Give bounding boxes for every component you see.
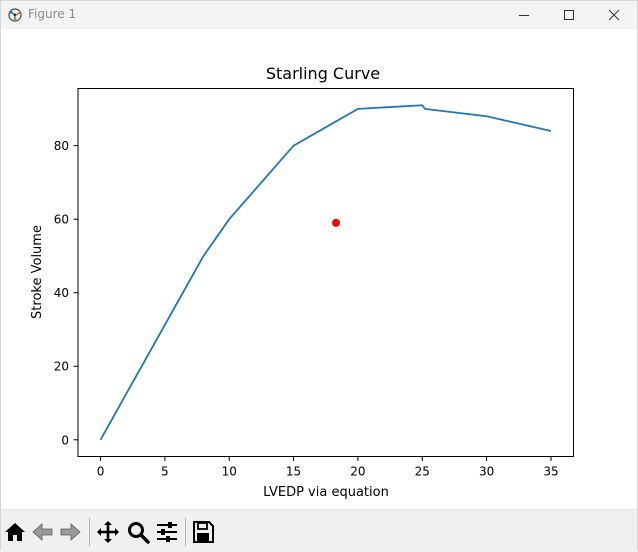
configure-subplots-icon	[157, 522, 177, 542]
home-icon	[5, 523, 25, 541]
close-button[interactable]	[591, 1, 637, 29]
y-axis: 0 20 40 60 80	[54, 139, 78, 447]
x-tick-label: 0	[97, 465, 105, 479]
minimize-button[interactable]	[501, 1, 547, 29]
forward-icon	[60, 523, 81, 541]
toolbar-separator	[185, 518, 186, 546]
x-tick-label: 10	[222, 465, 237, 479]
title-bar: Figure 1	[1, 1, 637, 29]
x-tick-label: 5	[161, 465, 169, 479]
home-button[interactable]	[2, 519, 28, 545]
series-layer	[99, 104, 552, 441]
minimize-icon	[519, 15, 529, 16]
x-tick-label: 30	[479, 465, 494, 479]
figure-canvas[interactable]: Starling Curve 0 5 10 15 20 25 30 35 0 20 40 60 80 …	[1, 29, 637, 509]
maximize-button[interactable]	[546, 1, 592, 29]
navigation-toolbar	[1, 509, 637, 552]
pan-button[interactable]	[95, 519, 121, 545]
x-axis: 0 5 10 15 20 25 30 35	[97, 456, 559, 479]
y-tick-label: 60	[54, 213, 69, 227]
y-tick-label: 80	[54, 139, 69, 153]
configure-subplots-button[interactable]	[154, 519, 180, 545]
zoom-icon	[128, 522, 150, 544]
toolbar-separator	[89, 518, 90, 546]
zoom-button[interactable]	[125, 519, 151, 545]
x-axis-label: LVEDP via equation	[263, 485, 389, 500]
pan-icon	[97, 521, 119, 543]
window-title: Figure 1	[28, 7, 77, 21]
y-axis-label: Stroke Volume	[30, 225, 45, 319]
y-tick-label: 40	[54, 286, 69, 300]
matplotlib-app-icon	[8, 8, 22, 22]
series-line	[99, 104, 552, 441]
back-icon	[32, 523, 53, 541]
axes-frame	[77, 88, 574, 457]
x-tick-label: 20	[350, 465, 365, 479]
chart-title: Starling Curve	[266, 64, 380, 83]
back-button[interactable]	[30, 519, 56, 545]
forward-button[interactable]	[57, 519, 83, 545]
y-tick-label: 20	[54, 360, 69, 374]
save-icon	[193, 521, 214, 543]
data-point	[332, 218, 341, 227]
close-icon	[608, 9, 620, 21]
x-tick-label: 15	[286, 465, 301, 479]
chart: Starling Curve 0 5 10 15 20 25 30 35 020406080 …	[30, 64, 574, 500]
x-tick-label: 25	[415, 465, 430, 479]
y-tick-label: 0	[61, 433, 69, 447]
x-tick-label: 35	[543, 465, 558, 479]
save-button[interactable]	[190, 519, 216, 545]
maximize-icon	[564, 10, 574, 20]
